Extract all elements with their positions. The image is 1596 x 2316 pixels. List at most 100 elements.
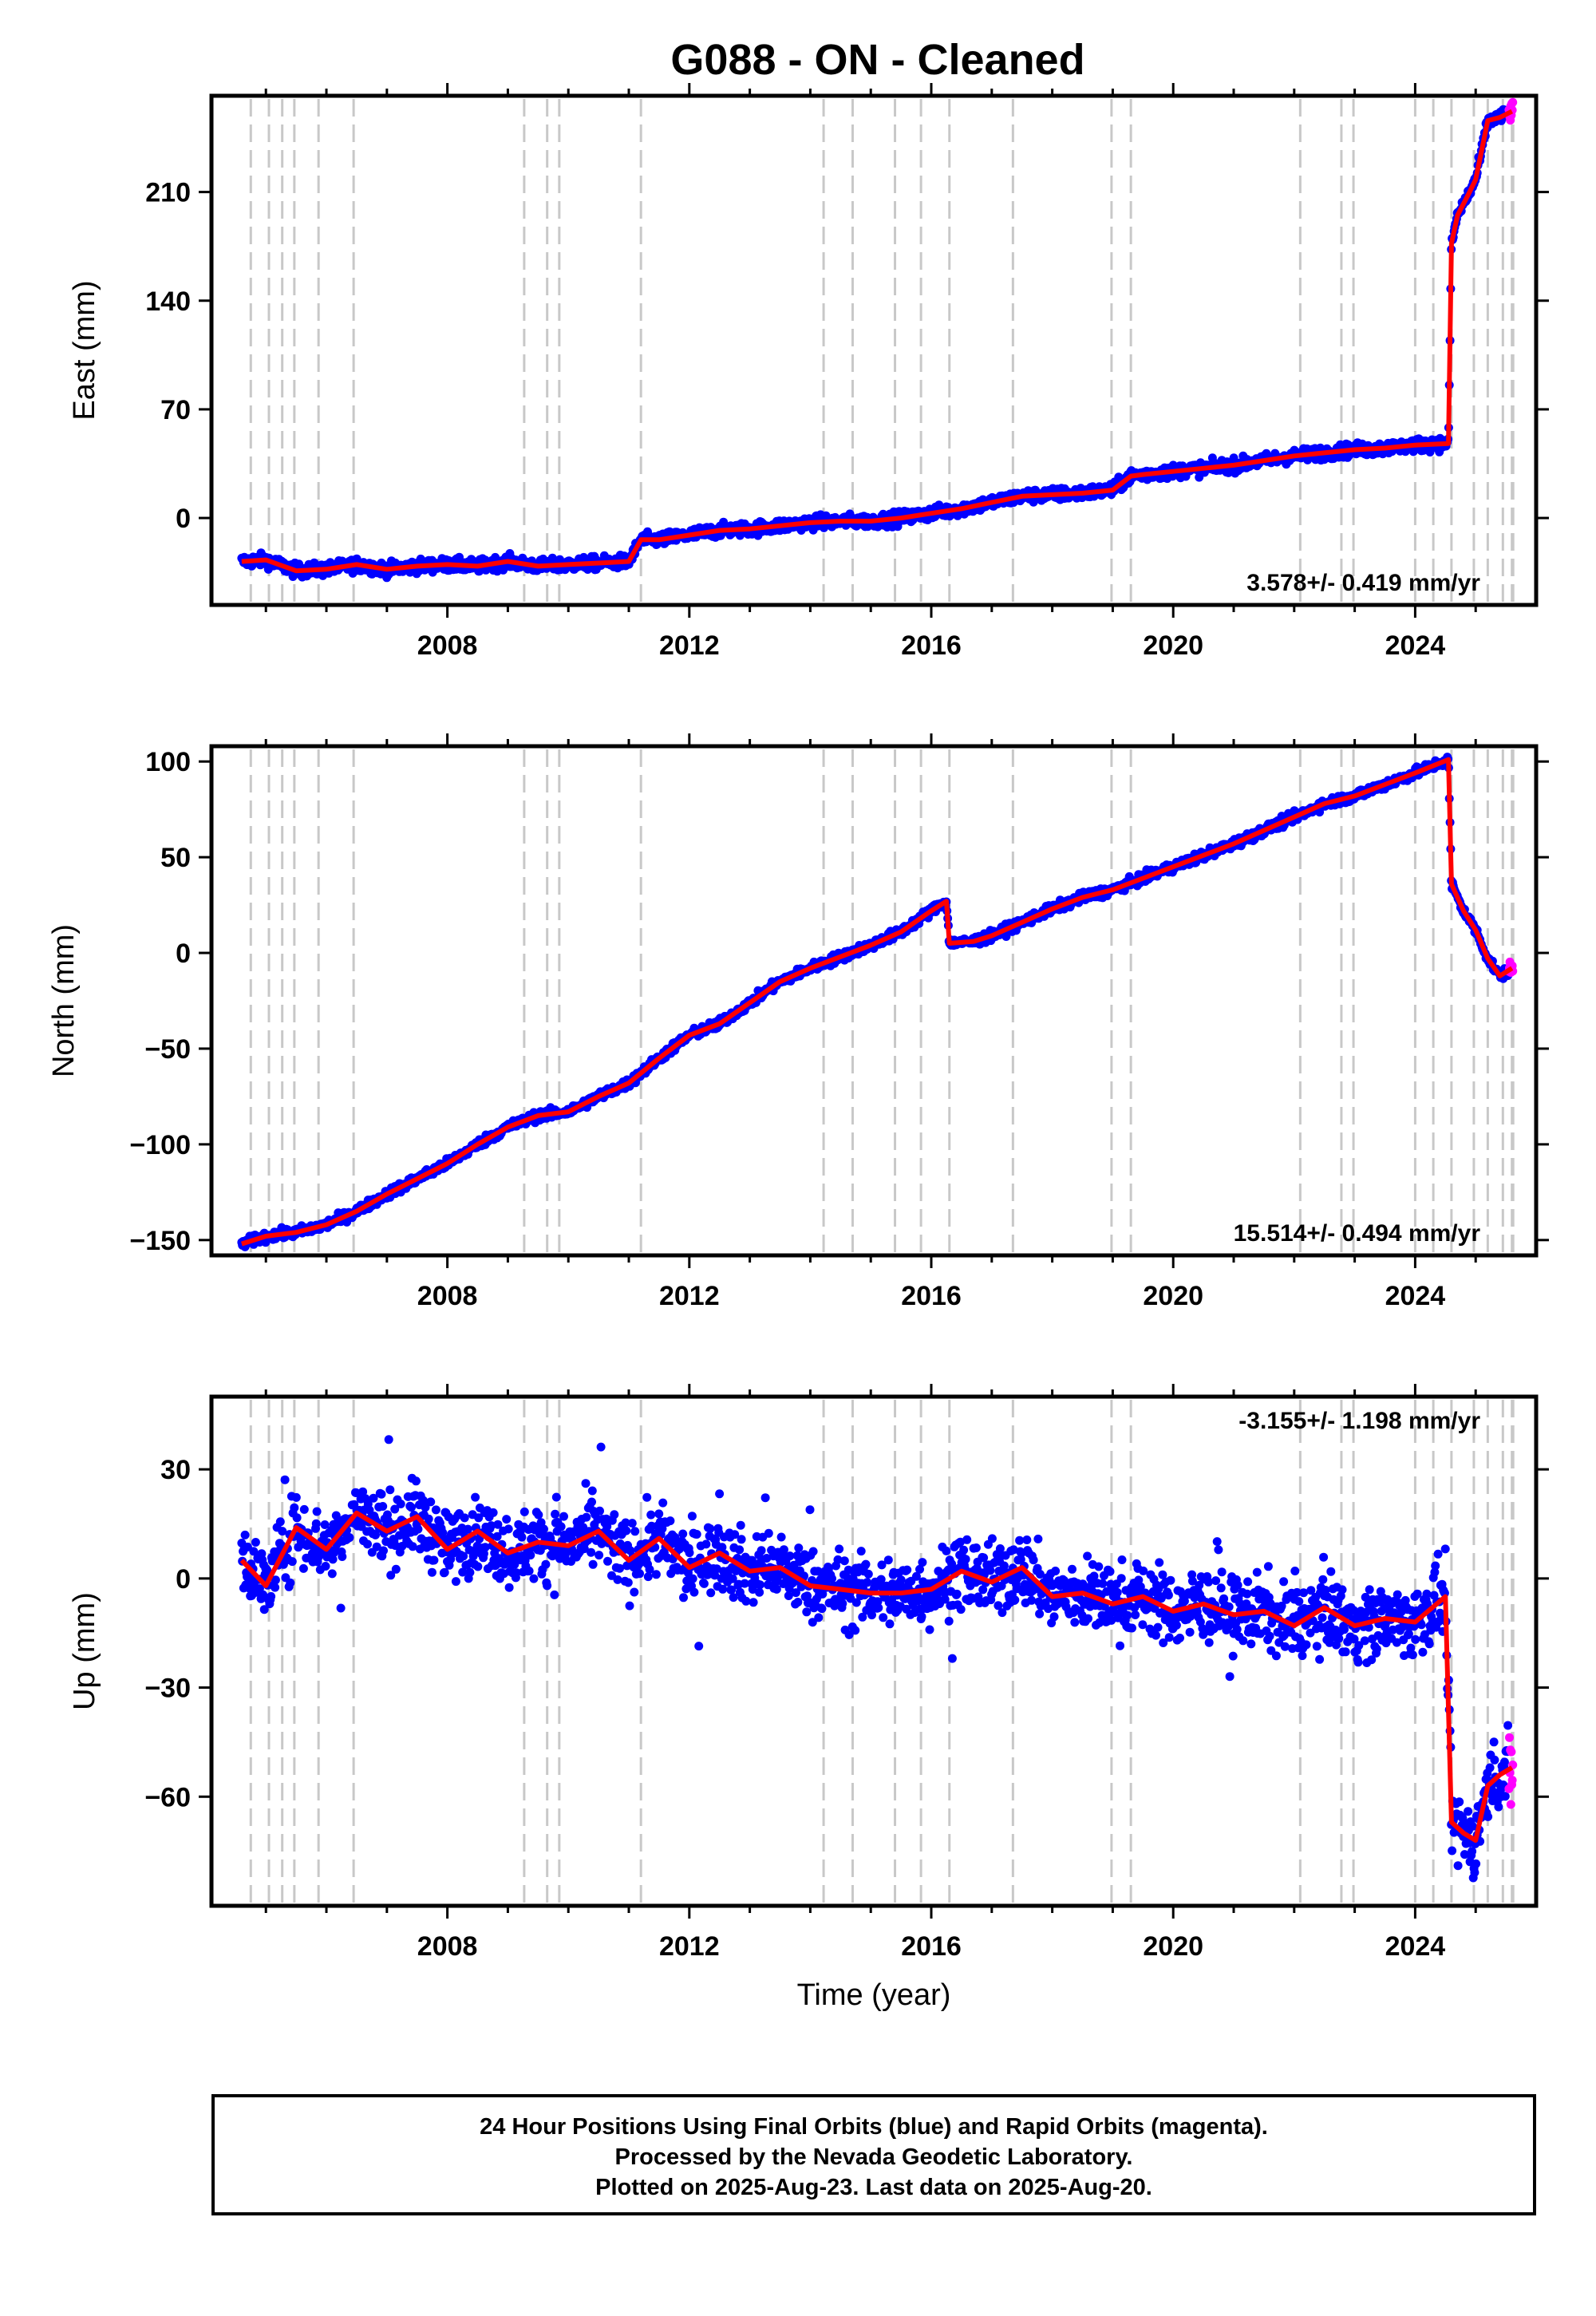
final-orbit-point [321, 1562, 330, 1571]
final-orbit-point [715, 1489, 725, 1499]
final-orbit-point [526, 1551, 535, 1560]
final-orbit-point [582, 1512, 591, 1522]
y-axis-label: East (mm) [68, 280, 101, 420]
rapid-orbit-point [1508, 97, 1518, 107]
final-orbit-points [237, 753, 1513, 1251]
y-tick-label: 210 [145, 178, 191, 208]
y-tick-label: −100 [129, 1130, 191, 1160]
final-orbit-point [473, 1562, 483, 1571]
final-orbit-point [287, 1557, 297, 1567]
x-tick-label: 2008 [417, 630, 478, 661]
final-orbit-point [794, 1543, 804, 1553]
final-orbit-point [805, 1505, 815, 1515]
final-orbit-point [679, 1593, 688, 1603]
final-orbit-point [643, 1572, 653, 1582]
final-orbit-point [502, 1515, 512, 1524]
final-orbit-point [694, 1642, 704, 1651]
final-orbit-point [460, 1513, 469, 1523]
final-orbit-point [741, 1596, 751, 1606]
final-orbit-point [271, 1583, 280, 1592]
x-tick-label: 2020 [1143, 630, 1203, 661]
final-orbit-point [298, 1563, 308, 1573]
final-orbit-point [705, 1524, 715, 1533]
final-orbit-point [757, 1546, 766, 1555]
final-orbit-point [646, 1510, 656, 1520]
final-orbit-point [706, 1588, 716, 1598]
final-orbit-point [431, 1505, 440, 1515]
final-orbit-point [455, 552, 464, 562]
final-orbit-point [678, 1529, 688, 1539]
final-orbit-point [630, 1527, 640, 1536]
final-orbit-point [517, 1532, 527, 1542]
final-orbit-point [630, 1587, 639, 1597]
final-orbit-point [413, 1524, 423, 1534]
final-orbit-point [776, 1532, 786, 1542]
final-orbit-point [424, 1514, 433, 1524]
final-orbit-point [688, 1574, 697, 1583]
final-orbit-point [596, 1442, 606, 1452]
final-orbit-point [587, 1486, 597, 1496]
final-orbit-point [861, 1559, 871, 1569]
final-orbit-point [838, 1599, 847, 1608]
x-tick-label: 2024 [1385, 1281, 1446, 1311]
final-orbit-point [504, 1524, 513, 1534]
final-orbit-point [603, 1556, 612, 1566]
final-orbit-point [613, 1575, 622, 1584]
final-orbit-point [411, 1476, 421, 1486]
final-orbit-point [808, 1547, 818, 1556]
final-orbit-point [737, 1535, 746, 1544]
final-orbit-point [504, 1583, 514, 1592]
final-orbit-point [543, 1581, 552, 1591]
final-orbit-point [625, 1601, 634, 1611]
final-orbit-point [587, 1497, 596, 1507]
final-orbit-point [451, 1577, 460, 1587]
final-orbit-point [407, 1503, 416, 1512]
final-orbit-point [396, 1500, 405, 1508]
x-tick-label: 2016 [901, 630, 962, 661]
final-orbit-point [699, 1579, 709, 1588]
final-orbit-point [519, 1507, 529, 1516]
y-tick-label: 0 [176, 939, 191, 969]
final-orbit-point [541, 1559, 551, 1569]
final-orbit-point [429, 1555, 439, 1565]
y-tick-label: 100 [145, 747, 191, 777]
final-orbit-point [817, 1604, 827, 1614]
final-orbit-point [851, 1626, 860, 1635]
final-orbit-point [642, 1492, 652, 1502]
final-orbit-point [551, 1509, 560, 1519]
final-orbit-point [551, 1492, 561, 1502]
final-orbit-point [311, 1519, 321, 1528]
final-orbit-points [237, 1435, 1513, 1883]
final-orbit-point [391, 1564, 401, 1574]
final-orbit-point [385, 1485, 395, 1495]
final-orbit-point [856, 1547, 866, 1556]
final-orbit-point [623, 1578, 633, 1587]
final-orbit-point [471, 1492, 480, 1502]
final-orbit-point [692, 1530, 701, 1539]
final-orbit-point [345, 1533, 354, 1543]
final-orbit-point [524, 1567, 534, 1575]
final-orbit-point [327, 1569, 337, 1579]
y-tick-label: −50 [144, 1034, 191, 1065]
final-orbit-point [280, 1475, 290, 1484]
final-orbit-point [835, 1544, 844, 1554]
final-orbit-point [556, 1522, 566, 1531]
final-orbit-point [534, 1510, 543, 1520]
final-orbit-point [764, 1528, 773, 1538]
final-orbit-point [379, 1546, 388, 1555]
final-orbit-point [588, 1559, 598, 1569]
final-orbit-point [587, 1547, 596, 1557]
final-orbit-point [689, 1587, 699, 1597]
final-orbit-point [735, 1545, 745, 1555]
final-orbit-point [828, 1574, 836, 1583]
final-orbit-point [251, 1538, 260, 1547]
rate-annotation: 3.578+/- 0.419 mm/yr [1246, 570, 1480, 596]
final-orbit-point [529, 1574, 539, 1583]
final-orbit-point [814, 1613, 824, 1622]
final-orbit-point [793, 1598, 803, 1607]
final-orbit-point [581, 1479, 591, 1488]
final-orbit-point [267, 1591, 276, 1601]
final-orbit-point [539, 1524, 548, 1534]
